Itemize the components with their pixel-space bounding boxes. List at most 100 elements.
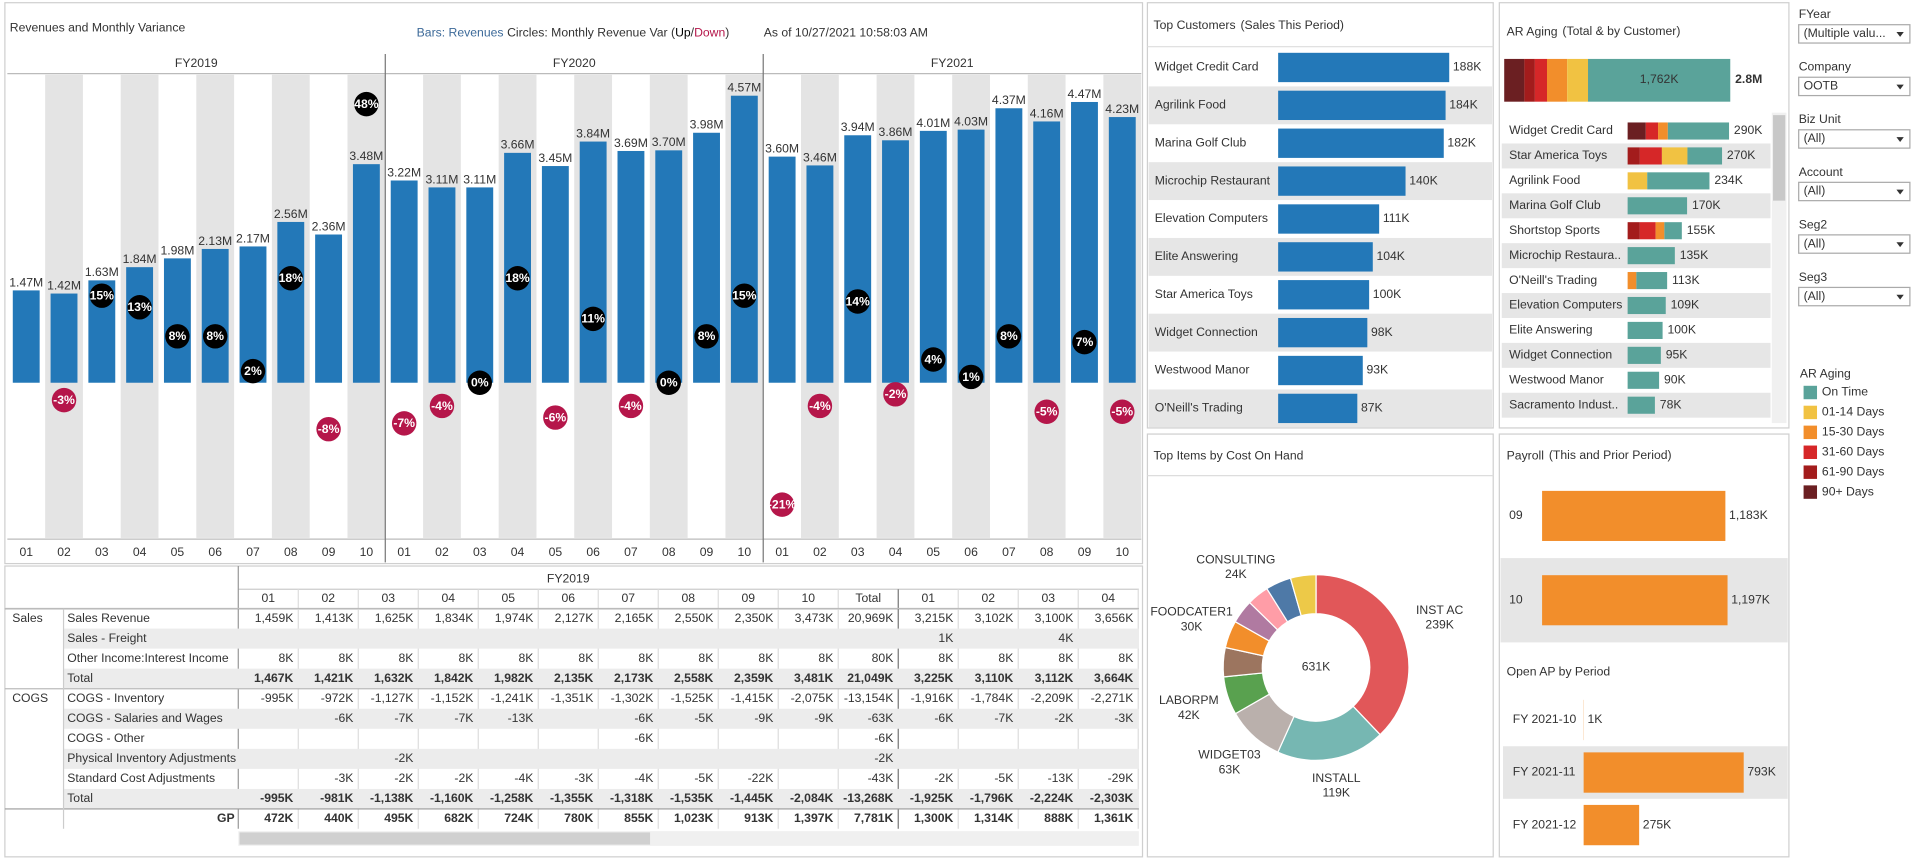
category-label: Agrilink Food bbox=[1509, 173, 1580, 187]
category-label: 09 bbox=[1509, 508, 1523, 522]
panel-frame bbox=[1498, 433, 1790, 858]
filter-label: Biz Unit bbox=[1799, 112, 1842, 126]
bar bbox=[1278, 355, 1363, 386]
bar-segment bbox=[1627, 346, 1661, 364]
table-cell: -6K bbox=[634, 731, 653, 745]
table-column-header: 04 bbox=[1101, 591, 1115, 605]
table-cell: -1,925K bbox=[910, 791, 954, 805]
table-cell: -3K bbox=[574, 771, 593, 785]
category-label: Elite Answering bbox=[1155, 249, 1238, 263]
bar-value-label: 4.03M bbox=[954, 115, 988, 129]
table-cell: 1,459K bbox=[255, 611, 294, 625]
panel-header: FY2021 bbox=[931, 56, 974, 70]
filter-value[interactable]: (All) bbox=[1804, 131, 1826, 145]
variance-circle bbox=[618, 393, 644, 419]
category-label: FY 2021-12 bbox=[1513, 817, 1577, 831]
variance-circle bbox=[732, 283, 757, 308]
variance-label: 8% bbox=[169, 329, 187, 343]
table-cell: 440K bbox=[324, 811, 353, 825]
bar bbox=[1033, 121, 1061, 383]
bar-total-label: 170K bbox=[1692, 198, 1721, 212]
table-cell: -1,535K bbox=[670, 791, 714, 805]
table-cell: 2,173K bbox=[614, 671, 654, 685]
table-column-header: Total bbox=[855, 591, 881, 605]
table-cell: -2K bbox=[394, 751, 413, 765]
table-cell: -1,258K bbox=[490, 791, 534, 805]
table-column-header: 07 bbox=[621, 591, 635, 605]
bar-value-label: 793K bbox=[1747, 765, 1776, 779]
table-row-label: Sales - Freight bbox=[67, 631, 147, 645]
legend-swatch bbox=[1803, 425, 1818, 440]
table-cell: -9K bbox=[754, 711, 773, 725]
chart-title: Top Items by Cost On Hand bbox=[1154, 448, 1304, 462]
bar-value-label: 1.63M bbox=[85, 265, 119, 279]
filter-dropdown[interactable] bbox=[1798, 286, 1911, 307]
bar bbox=[428, 187, 456, 383]
bar-value-label: 98K bbox=[1371, 325, 1393, 339]
total-segment bbox=[1588, 58, 1731, 102]
bar-segment bbox=[1658, 122, 1668, 140]
table-cell: -2,271K bbox=[1091, 691, 1134, 705]
category-label: Widget Credit Card bbox=[1509, 123, 1613, 137]
variance-label: -4% bbox=[809, 399, 831, 413]
scrollbar-thumb[interactable] bbox=[239, 832, 651, 845]
bar bbox=[163, 258, 191, 383]
slice-label: LABORPM bbox=[1159, 693, 1219, 707]
table-cell: 8K bbox=[998, 651, 1013, 665]
filter-dropdown[interactable] bbox=[1798, 24, 1911, 44]
category-label: Widget Credit Card bbox=[1155, 60, 1259, 74]
chart-title: AR Aging (Total & by Customer) bbox=[1507, 24, 1681, 38]
bar-value-label: 87K bbox=[1361, 401, 1383, 415]
bar-segment bbox=[1645, 122, 1659, 140]
table-cell: -1,355K bbox=[550, 791, 594, 805]
legend-title: AR Aging bbox=[1800, 366, 1851, 380]
variance-label: -3% bbox=[53, 393, 75, 407]
table-cell: -43K bbox=[868, 771, 894, 785]
filter-label: Seg3 bbox=[1799, 270, 1828, 284]
table-cell: -1,415K bbox=[731, 691, 774, 705]
variance-circle bbox=[694, 324, 719, 349]
filter-value[interactable]: (All) bbox=[1804, 236, 1826, 250]
category-label: Microchip Restaurant bbox=[1155, 173, 1271, 187]
table-cell: -2K bbox=[454, 771, 473, 785]
table-cell: -7K bbox=[394, 711, 413, 725]
filter-dropdown[interactable] bbox=[1798, 76, 1911, 97]
bar-segment bbox=[1639, 222, 1656, 240]
x-tick-label: 10 bbox=[738, 545, 752, 559]
variance-circle bbox=[580, 306, 606, 332]
x-tick-label: 04 bbox=[133, 545, 147, 559]
filter-dropdown[interactable] bbox=[1798, 181, 1911, 202]
bar-value-label: 1,183K bbox=[1729, 508, 1768, 522]
as-of: As of 10/27/2021 10:58:03 AM bbox=[764, 25, 928, 39]
bar bbox=[466, 187, 494, 383]
dropdown-caret bbox=[1896, 32, 1904, 37]
table-cell: -2K bbox=[1054, 711, 1073, 725]
bar-value-label: 4.37M bbox=[992, 93, 1026, 107]
table-cell: 3,112K bbox=[1035, 671, 1074, 685]
filter-dropdown[interactable] bbox=[1798, 129, 1911, 149]
legend-swatch bbox=[1803, 465, 1818, 479]
variance-circle bbox=[883, 382, 908, 407]
filter-value[interactable]: (Multiple valu... bbox=[1804, 26, 1886, 40]
bar-value-label: 111K bbox=[1383, 211, 1410, 225]
variance-circle bbox=[505, 266, 530, 291]
bar-value-label: 1K bbox=[1588, 712, 1603, 726]
bar bbox=[1542, 490, 1726, 541]
bar-value-label: 1.47M bbox=[9, 275, 43, 289]
variance-circle bbox=[278, 266, 304, 291]
bar bbox=[1278, 280, 1370, 310]
chart-subtitle: (This and Prior Period) bbox=[1549, 448, 1672, 462]
category-label: Agrilink Food bbox=[1155, 98, 1226, 112]
table-cell: -2,303K bbox=[1090, 791, 1134, 805]
filter-value[interactable]: (All) bbox=[1804, 289, 1826, 303]
table-cell: -2,084K bbox=[790, 791, 834, 805]
category-label: Microchip Restaura.. bbox=[1509, 248, 1621, 262]
filter-dropdown[interactable] bbox=[1798, 234, 1911, 254]
variance-circle bbox=[127, 295, 152, 320]
filter-value[interactable]: OOTB bbox=[1804, 79, 1839, 93]
scrollbar-thumb[interactable] bbox=[1773, 115, 1786, 201]
legend-part: / bbox=[691, 25, 695, 39]
filter-value[interactable]: (All) bbox=[1804, 184, 1826, 198]
bar-total-label: 135K bbox=[1680, 248, 1709, 262]
